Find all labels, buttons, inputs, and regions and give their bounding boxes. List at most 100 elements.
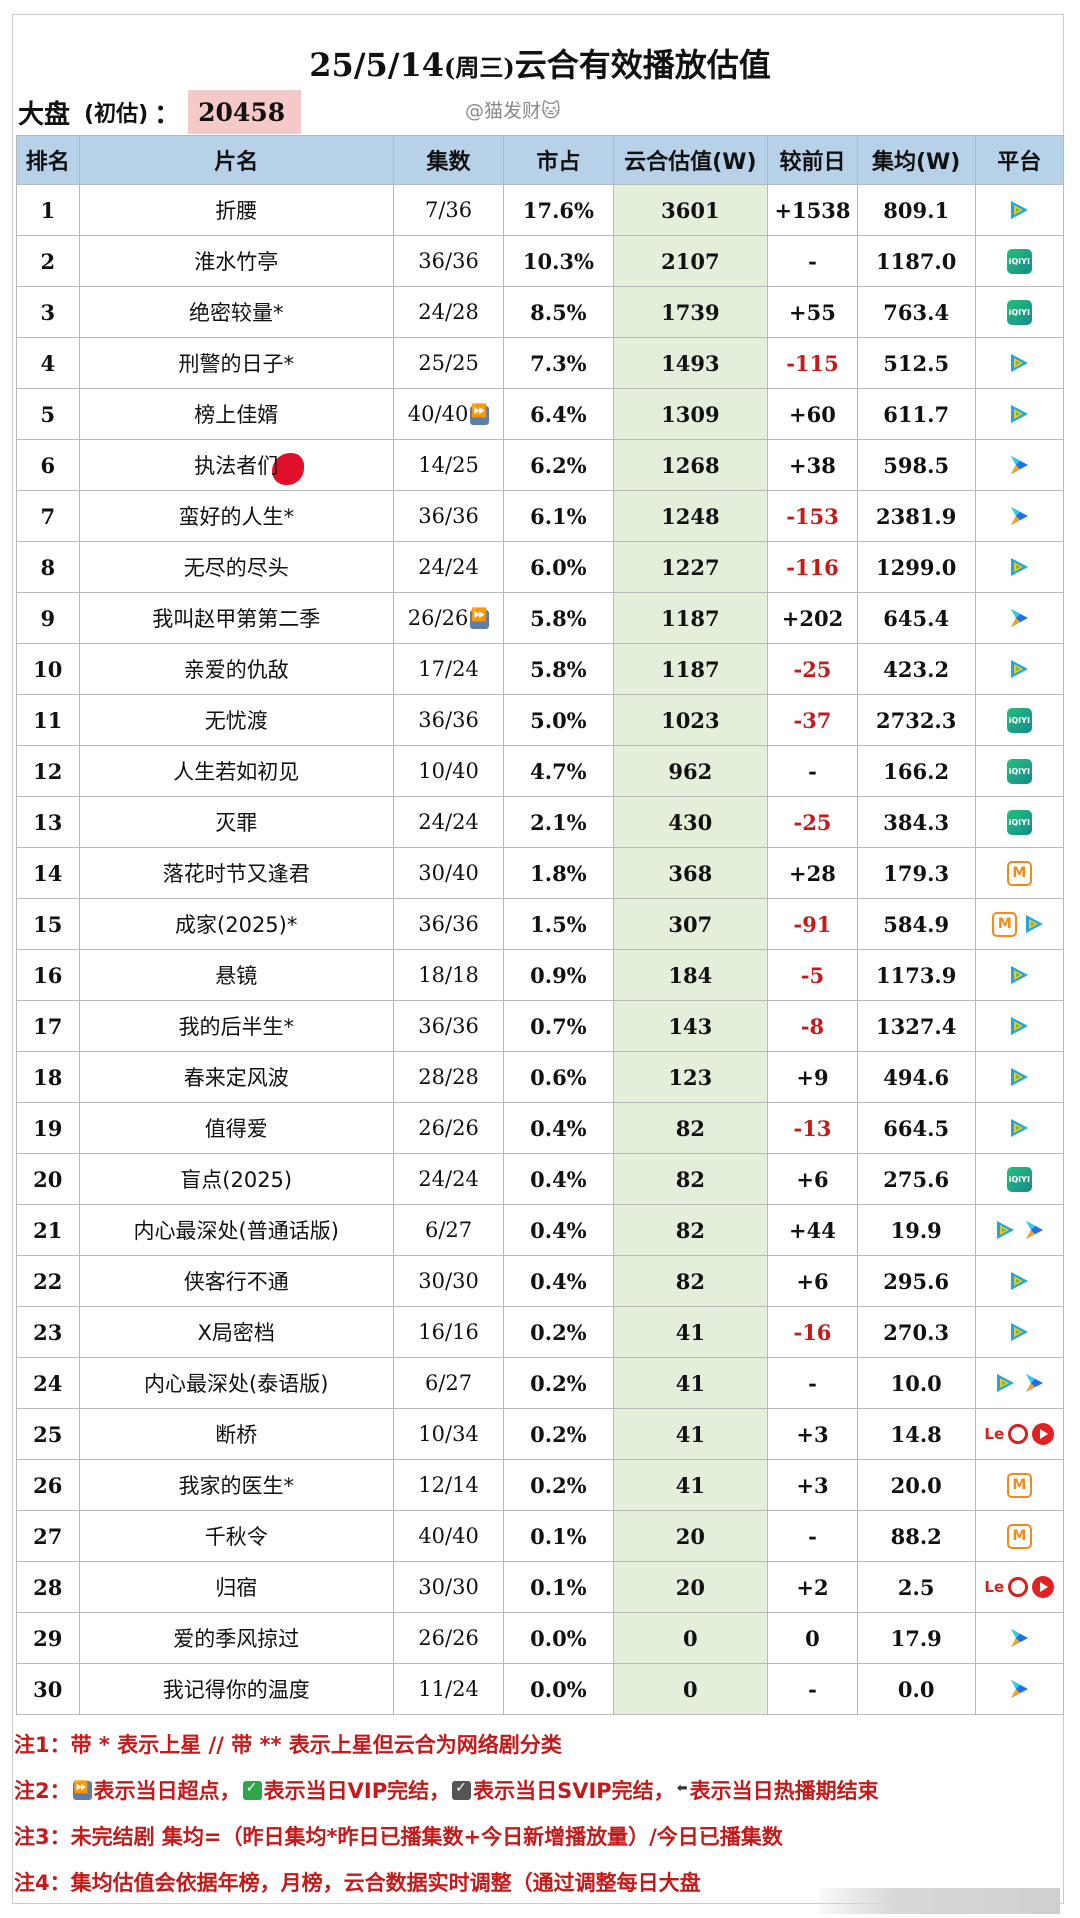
table-row: 10 亲爱的仇敌 17/24 5.8% 1187 -25 423.2: [16, 643, 1065, 695]
avg-cell: 88.2: [856, 1510, 976, 1562]
title-cell: 成家(2025)*: [78, 898, 394, 950]
mango-tv-icon: M: [1006, 1472, 1032, 1498]
value-cell: 184: [612, 949, 769, 1001]
platform-logos: iQIYI: [976, 299, 1062, 325]
episodes-text: 6/27: [424, 1218, 473, 1242]
note-2-part-c: 表示当日VIP完结，: [263, 1779, 451, 1803]
title-cell: X局密档: [78, 1306, 394, 1358]
table-row: 2 淮水竹亭 36/36 10.3% 2107-1187.0 iQIYI: [16, 235, 1065, 287]
episodes-text: 40/40: [407, 402, 469, 426]
episodes-cell: 30/40: [392, 847, 505, 899]
table-row: 8 无尽的尽头 24/24 6.0% 1227 -116 1299.0: [16, 541, 1065, 593]
platform-logos: [976, 606, 1062, 631]
episodes-cell: 28/28: [392, 1051, 505, 1103]
avg-cell: 14.8: [856, 1408, 976, 1460]
share-cell: 17.6%: [503, 184, 614, 236]
delta-cell: 0: [767, 1612, 858, 1664]
platform-cell: [974, 1051, 1065, 1103]
title-cell: 春来定风波: [78, 1051, 394, 1103]
episodes-cell: 10/34: [392, 1408, 505, 1460]
title-cell: 侠客行不通: [78, 1255, 394, 1307]
platform-logos: [976, 1218, 1062, 1243]
rank-cell: 11: [16, 694, 80, 746]
platform-logos: iQIYI: [976, 1166, 1062, 1192]
rank-cell: 18: [16, 1051, 80, 1103]
platform-cell: iQIYI: [974, 796, 1065, 848]
tencent-video-icon: [992, 1371, 1017, 1396]
episodes-text: 30/30: [418, 1269, 479, 1293]
episodes-text: 24/28: [418, 300, 479, 324]
share-cell: 6.1%: [503, 490, 614, 542]
mango-tv-icon: M: [992, 911, 1018, 937]
title-cell: 值得爱: [78, 1102, 394, 1154]
share-cell: 7.3%: [503, 337, 614, 389]
table-row: 28 归宿 30/30 0.1% 20 +2 2.5 Le: [16, 1561, 1065, 1613]
fast-forward-icon: [72, 1780, 92, 1800]
delta-cell: +28: [767, 847, 858, 899]
platform-cell: [974, 1306, 1065, 1358]
episodes-text: 24/24: [418, 810, 479, 834]
mango-tv-icon: M: [1006, 1523, 1032, 1549]
avg-cell: 2.5: [856, 1561, 976, 1613]
platform-cell: [974, 592, 1065, 644]
delta-cell: -16: [767, 1306, 858, 1358]
avg-cell: 384.3: [856, 796, 976, 848]
episodes-cell: 36/36: [392, 1000, 505, 1052]
value-cell: 307: [612, 898, 769, 950]
title-cell: 断桥: [78, 1408, 394, 1460]
value-cell: 41: [612, 1408, 769, 1460]
share-cell: 5.0%: [503, 694, 614, 746]
share-cell: 0.2%: [503, 1459, 614, 1511]
author-watermark: @猫发财🐱: [465, 100, 561, 122]
episodes-cell: 30/30: [392, 1255, 505, 1307]
avg-cell: 166.2: [856, 745, 976, 797]
tencent-video-icon: [1007, 555, 1032, 580]
episodes-text: 26/26: [418, 1116, 479, 1140]
platform-logos: [976, 198, 1062, 223]
avg-cell: 1327.4: [856, 1000, 976, 1052]
avg-cell: 0.0: [856, 1663, 976, 1715]
share-cell: 1.5%: [503, 898, 614, 950]
delta-cell: -25: [767, 796, 858, 848]
title-cell: 无尽的尽头: [78, 541, 394, 593]
share-cell: 0.9%: [503, 949, 614, 1001]
header-value: 云合估值(W): [612, 135, 769, 185]
tencent-video-icon: [1007, 1269, 1032, 1294]
tencent-video-icon: [1007, 351, 1032, 376]
title-date: 25/5/14: [309, 46, 444, 84]
youku-icon: [1007, 1677, 1032, 1702]
blurred-overlay: [820, 1888, 1060, 1914]
avg-cell: 512.5: [856, 337, 976, 389]
avg-cell: 295.6: [856, 1255, 976, 1307]
title-cell: 淮水竹亭: [78, 235, 394, 287]
platform-logos: M: [976, 1523, 1062, 1549]
share-cell: 10.3%: [503, 235, 614, 287]
header-episodes: 集数: [392, 135, 505, 185]
table-row: 14 落花时节又逢君 30/40 1.8% 368 +28 179.3 M: [16, 847, 1065, 899]
youku-icon: [1007, 1626, 1032, 1651]
delta-cell: -: [767, 1510, 858, 1562]
table-row: 13 灭罪 24/24 2.1% 430 -25 384.3 iQIYI: [16, 796, 1065, 848]
table-row: 30 我记得你的温度 11/24 0.0% 0-0.0: [16, 1663, 1065, 1715]
value-cell: 1187: [612, 592, 769, 644]
platform-logos: [976, 1320, 1062, 1345]
tencent-video-icon: [1007, 198, 1032, 223]
rank-cell: 30: [16, 1663, 80, 1715]
platform-logos: iQIYI: [976, 809, 1062, 835]
platform-logos: Le: [976, 1575, 1062, 1600]
value-cell: 82: [612, 1102, 769, 1154]
tencent-video-icon: [1007, 963, 1032, 988]
table-row: 23 X局密档 16/16 0.2% 41 -16 270.3: [16, 1306, 1065, 1358]
rank-cell: 26: [16, 1459, 80, 1511]
table-row: 21 内心最深处(普通话版) 6/27 0.4% 82 +44 19.9: [16, 1204, 1065, 1256]
check-green-icon: [242, 1780, 262, 1800]
table-row: 4 刑警的日子* 25/25 7.3% 1493 -115 512.5: [16, 337, 1065, 389]
delta-cell: -91: [767, 898, 858, 950]
title-cell: 爱的季风掠过: [78, 1612, 394, 1664]
episodes-text: 26/26: [418, 1626, 479, 1650]
episodes-text: 6/27: [424, 1371, 473, 1395]
avg-cell: 2732.3: [856, 694, 976, 746]
value-cell: 123: [612, 1051, 769, 1103]
episodes-text: 36/36: [418, 1014, 479, 1038]
ranking-table: 排名 片名 集数 市占 云合估值(W) 较前日 集均(W) 平台 1 折腰 7/36 17.6% 36…: [16, 135, 1065, 1715]
